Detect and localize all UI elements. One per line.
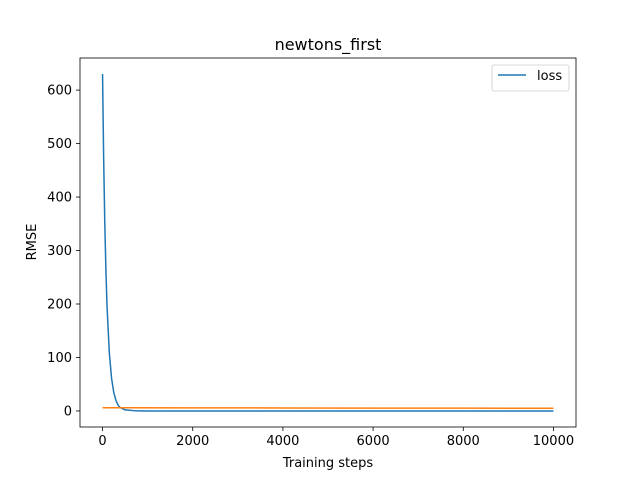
x-tick-label: 2000 bbox=[176, 434, 209, 449]
y-tick-label: 400 bbox=[47, 191, 72, 206]
x-axis-label: Training steps bbox=[282, 456, 374, 471]
plot-frame bbox=[79, 57, 577, 428]
legend-label-loss: loss bbox=[537, 69, 562, 84]
y-axis-label: RMSE bbox=[25, 224, 40, 261]
series-line-1 bbox=[102, 407, 554, 410]
y-tick-label: 600 bbox=[47, 84, 72, 99]
y-tick-label: 200 bbox=[47, 298, 72, 313]
x-tick-label: 4000 bbox=[266, 434, 299, 449]
series-layer bbox=[101, 74, 554, 412]
x-tick-label: 0 bbox=[98, 434, 106, 449]
chart-title: newtons_first bbox=[275, 35, 382, 55]
y-axis-ticks: 0 100 200 300 400 500 600 bbox=[47, 84, 80, 419]
series-line-loss bbox=[101, 74, 554, 412]
legend: loss bbox=[491, 64, 570, 92]
x-tick-label: 8000 bbox=[447, 434, 480, 449]
legend-box bbox=[491, 64, 570, 92]
x-tick-label: 10000 bbox=[533, 434, 574, 449]
plot-area bbox=[79, 57, 577, 428]
y-tick-label: 300 bbox=[47, 244, 72, 259]
x-tick-label: 6000 bbox=[357, 434, 390, 449]
y-tick-label: 500 bbox=[47, 137, 72, 152]
y-tick-label: 100 bbox=[47, 351, 72, 366]
x-axis-ticks: 0 2000 4000 6000 8000 10000 bbox=[98, 427, 574, 449]
y-tick-label: 0 bbox=[64, 404, 72, 419]
